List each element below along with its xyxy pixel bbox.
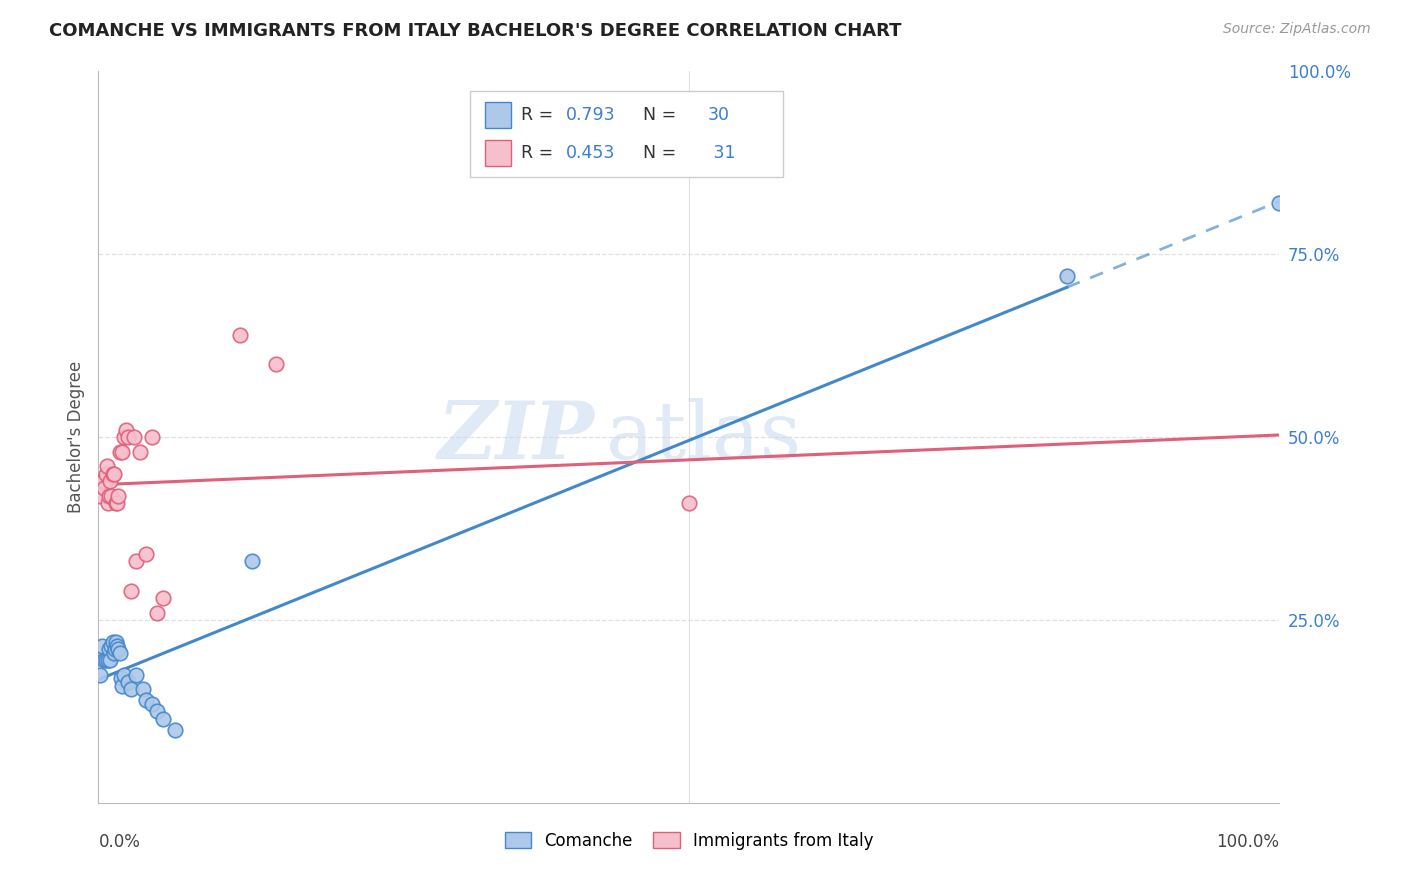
Point (141, 430, 163, 444)
Point (93, 481, 115, 495)
Point (107, 489, 129, 503)
Point (103, 646, 125, 660)
Point (105, 639, 128, 653)
Text: 100.0%: 100.0% (1216, 833, 1279, 851)
Point (104, 642, 127, 657)
Point (125, 667, 148, 681)
Point (135, 693, 157, 707)
Text: 0.453: 0.453 (567, 145, 616, 162)
Point (98, 489, 121, 503)
Point (94, 653, 117, 667)
Point (101, 467, 124, 481)
Point (117, 430, 139, 444)
Point (97, 653, 120, 667)
Point (264, 357, 287, 371)
Point (91, 639, 114, 653)
Legend: Comanche, Immigrants from Italy: Comanche, Immigrants from Italy (498, 825, 880, 856)
Point (117, 675, 139, 690)
Point (89, 489, 111, 503)
Point (97, 496, 120, 510)
Point (132, 682, 155, 697)
Point (105, 496, 128, 510)
Text: 31: 31 (707, 145, 735, 162)
Point (100, 639, 122, 653)
Text: atlas: atlas (606, 398, 801, 476)
Point (107, 642, 129, 657)
Point (89, 667, 111, 681)
Text: N =: N = (633, 145, 682, 162)
FancyBboxPatch shape (485, 140, 510, 167)
Text: R =: R = (522, 106, 560, 124)
Point (111, 679, 134, 693)
Point (91, 474, 114, 488)
Point (91, 474, 114, 488)
Y-axis label: Bachelor's Degree: Bachelor's Degree (66, 361, 84, 513)
Point (152, 591, 174, 605)
Point (135, 547, 157, 561)
Point (105, 496, 128, 510)
Point (141, 697, 163, 711)
Point (112, 667, 135, 681)
Point (93, 653, 115, 667)
Text: Source: ZipAtlas.com: Source: ZipAtlas.com (1223, 22, 1371, 37)
Text: 0.793: 0.793 (567, 106, 616, 124)
Point (1056, 269, 1078, 284)
Point (110, 672, 132, 686)
Point (100, 489, 122, 503)
Text: 0.0%: 0.0% (98, 833, 141, 851)
Text: R =: R = (522, 145, 560, 162)
Point (229, 327, 252, 342)
Point (105, 635, 128, 649)
Point (98, 474, 121, 488)
Point (146, 606, 169, 620)
Point (125, 554, 148, 568)
Text: ZIP: ZIP (437, 399, 595, 475)
Point (98, 642, 121, 657)
Point (121, 583, 143, 598)
Point (103, 467, 125, 481)
Text: 30: 30 (707, 106, 730, 124)
Point (96, 459, 118, 474)
Point (94, 467, 117, 481)
Point (240, 554, 263, 568)
Point (165, 723, 187, 737)
FancyBboxPatch shape (485, 102, 510, 128)
Point (111, 444, 134, 458)
Point (152, 712, 174, 726)
Point (122, 430, 145, 444)
Point (146, 705, 169, 719)
Text: COMANCHE VS IMMIGRANTS FROM ITALY BACHELOR'S DEGREE CORRELATION CHART: COMANCHE VS IMMIGRANTS FROM ITALY BACHEL… (49, 22, 901, 40)
Point (678, 496, 700, 510)
Point (121, 682, 143, 697)
Point (108, 444, 131, 458)
FancyBboxPatch shape (471, 91, 783, 178)
Point (101, 635, 124, 649)
Point (114, 423, 136, 437)
Point (112, 430, 135, 444)
Point (128, 444, 150, 458)
Point (108, 646, 131, 660)
Point (1268, 196, 1291, 211)
Text: N =: N = (633, 106, 682, 124)
Point (98, 653, 121, 667)
